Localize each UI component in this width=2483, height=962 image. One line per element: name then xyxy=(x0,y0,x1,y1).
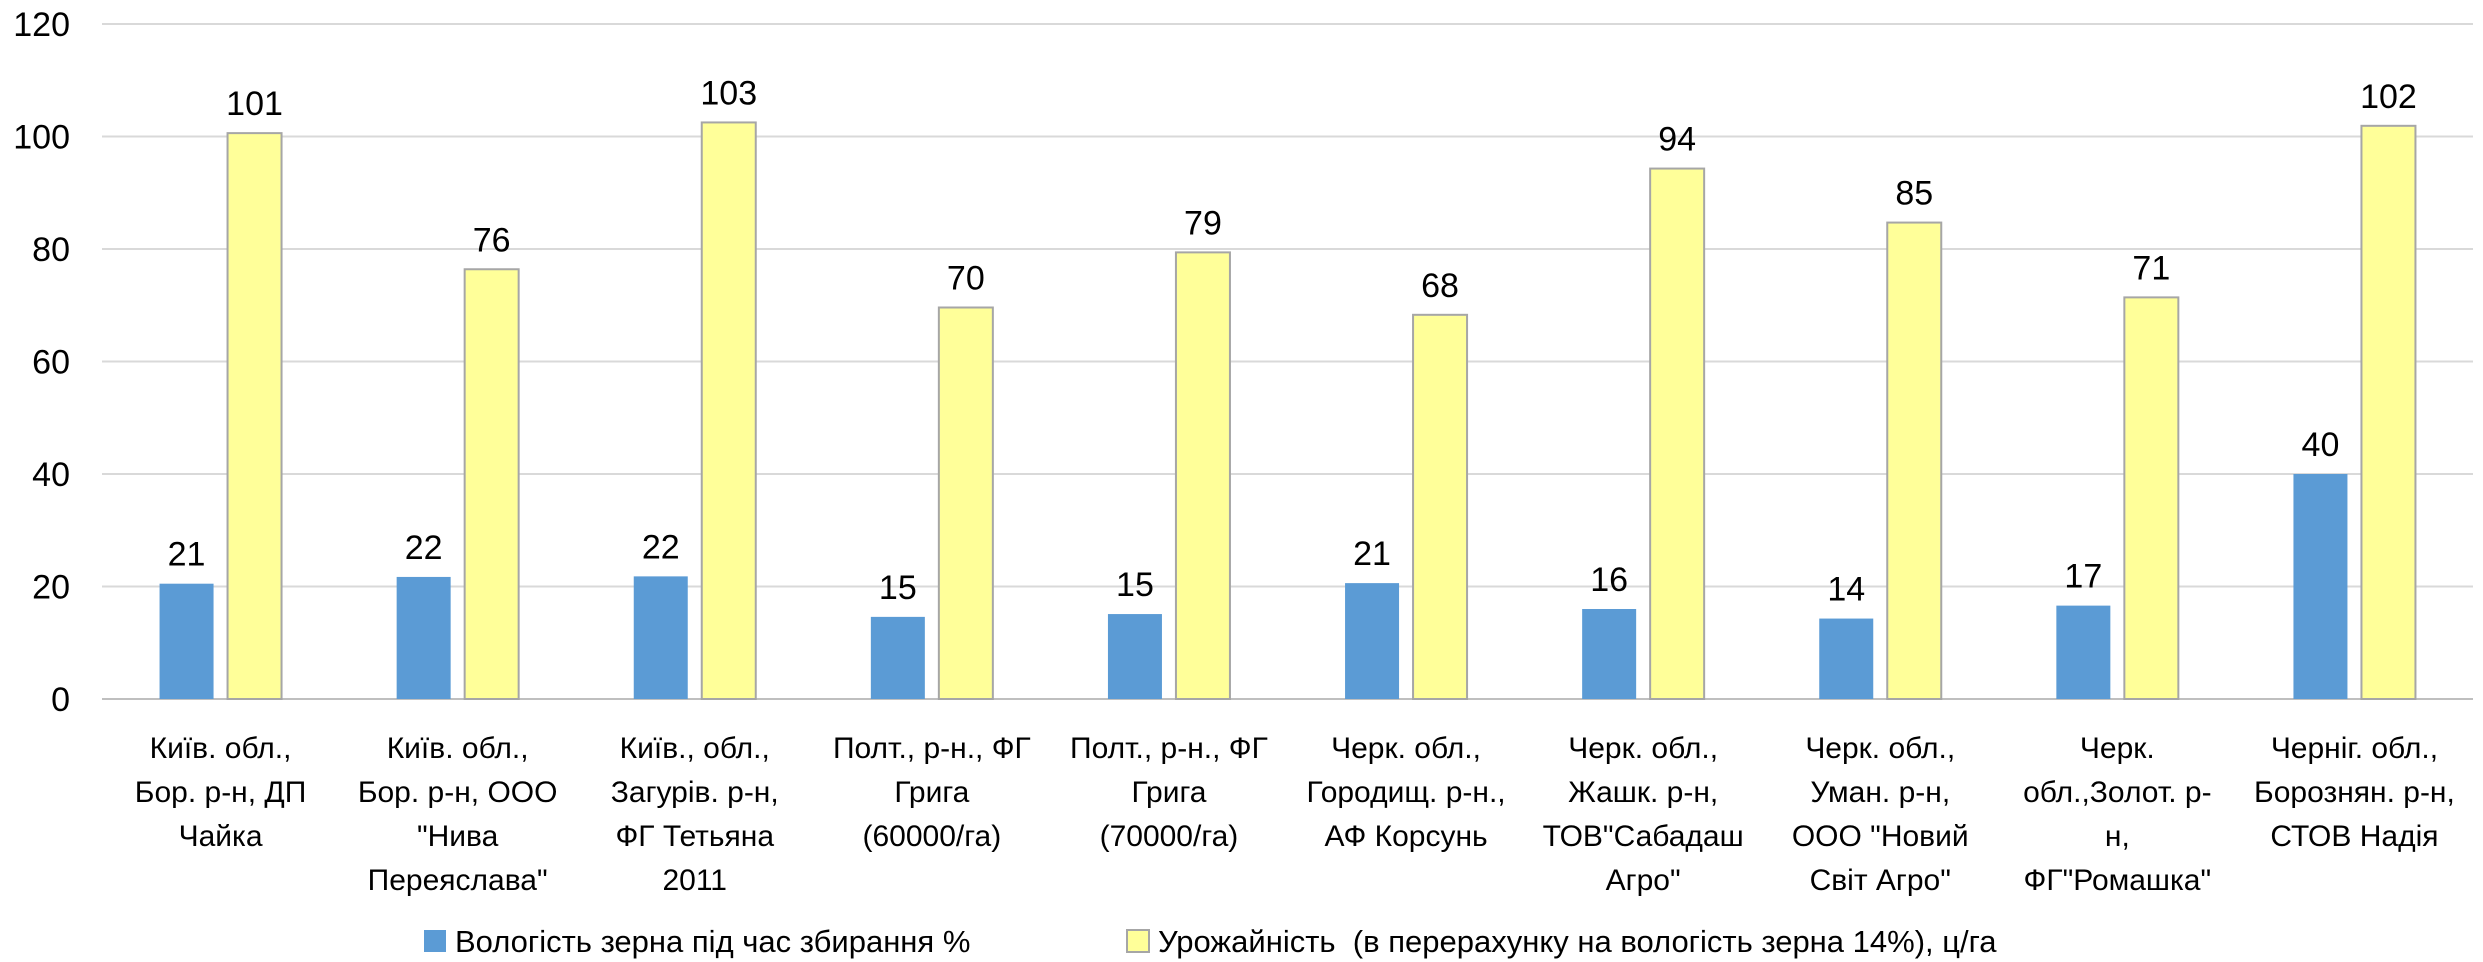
y-tick-label: 40 xyxy=(32,456,70,494)
bars xyxy=(159,121,2417,700)
bar-moisture xyxy=(396,576,451,699)
y-tick-label: 100 xyxy=(13,119,70,157)
x-category-label: Полт., р-н., ФГ Грига (60000/га) xyxy=(833,732,1031,853)
x-category-label: Черк. обл., Жашк. р-н, ТОВ"Сабадаш Агро" xyxy=(1543,732,1744,897)
x-axis-categories: Київ. обл., Бор. р-н, ДП Чайка Київ. обл., Б… xyxy=(135,732,2455,897)
legend: Вологість зерна під час збирання % Урожай… xyxy=(424,924,1997,959)
x-category-label: Київ. обл., Бор. р-н, ДП Чайка xyxy=(135,732,307,853)
bar-yield xyxy=(2123,296,2180,700)
bar-moisture xyxy=(633,576,688,699)
x-category-label: Черк. обл., Уман. р-н, ООО "Новий Світ Агро… xyxy=(1792,732,1969,897)
bar-yield xyxy=(937,306,994,700)
bar-moisture xyxy=(159,583,214,699)
data-label: 102 xyxy=(2360,78,2417,116)
data-label: 21 xyxy=(168,536,206,574)
data-label: 94 xyxy=(1658,121,1696,159)
y-tick-label: 0 xyxy=(51,681,70,719)
data-label: 70 xyxy=(947,260,985,298)
y-tick-label: 80 xyxy=(32,231,70,269)
bar-yield xyxy=(1649,167,1706,700)
bar-yield xyxy=(2360,124,2417,700)
bar-moisture xyxy=(2293,474,2348,699)
data-label: 71 xyxy=(2132,249,2170,287)
bar-yield xyxy=(1174,251,1231,700)
x-category-label: Черніг. обл., Борознян. р-н, СТОВ Надія xyxy=(2254,732,2455,853)
legend-swatch xyxy=(1126,929,1150,953)
data-label: 14 xyxy=(1827,571,1865,609)
gridlines xyxy=(102,23,2473,700)
y-axis-ticks: 0 20 40 60 80 100 120 xyxy=(13,6,70,719)
x-category-label: Черк. обл., Городищ. р-н., АФ Корсунь xyxy=(1306,732,1505,853)
x-category-label: Черк. обл.,Золот. р-н, ФГ"Ромашка" xyxy=(2023,732,2211,897)
bar-yield xyxy=(1412,313,1469,700)
bar-moisture xyxy=(870,616,925,699)
data-label: 17 xyxy=(2064,558,2102,596)
bar-moisture xyxy=(1345,583,1400,699)
legend-label: Вологість зерна під час збирання % xyxy=(455,924,970,959)
data-label: 16 xyxy=(1590,561,1628,599)
x-category-label: Київ. обл., Бор. р-н, ООО "Нива Переяслава" xyxy=(358,732,558,897)
data-label: 21 xyxy=(1353,535,1391,573)
data-label: 22 xyxy=(405,529,443,567)
bar-yield xyxy=(700,121,757,700)
y-tick-label: 20 xyxy=(32,569,70,607)
bar-yield xyxy=(1886,221,1943,700)
data-label: 22 xyxy=(642,528,680,566)
y-tick-label: 120 xyxy=(13,6,70,44)
bar-yield xyxy=(463,268,520,700)
data-label: 40 xyxy=(2302,426,2340,464)
x-category-label: Полт., р-н., ФГ Грига (70000/га) xyxy=(1070,732,1268,853)
data-label: 85 xyxy=(1895,175,1933,213)
bar-moisture xyxy=(1582,609,1637,699)
bar-moisture xyxy=(1107,614,1162,699)
y-tick-label: 60 xyxy=(32,344,70,382)
legend-swatch xyxy=(424,930,446,952)
legend-label: Урожайність (в перерахунку на вологість … xyxy=(1158,924,1997,959)
bar-yield xyxy=(226,132,283,700)
data-label: 15 xyxy=(879,569,917,607)
x-category-label: Київ., обл., Загурів. р-н, ФГ Тетьяна 2011 xyxy=(611,732,779,897)
data-label: 79 xyxy=(1184,204,1222,242)
data-label: 101 xyxy=(226,85,283,123)
data-label: 76 xyxy=(473,221,511,259)
data-label: 68 xyxy=(1421,267,1459,305)
bar-moisture xyxy=(1819,618,1874,699)
data-label: 103 xyxy=(700,74,757,112)
data-labels: 21 101 22 76 22 103 15 70 15 79 21 68 16 94 14 85 17 71 40… xyxy=(168,74,2417,608)
data-label: 15 xyxy=(1116,566,1154,604)
bar-moisture xyxy=(2056,605,2111,699)
